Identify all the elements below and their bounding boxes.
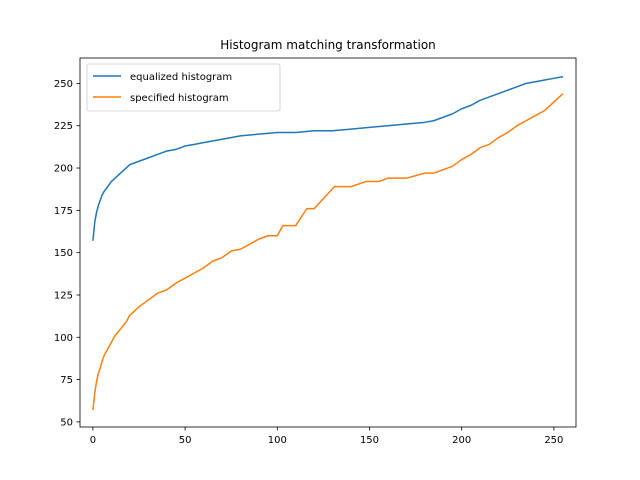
y-tick-label: 100 — [54, 333, 73, 344]
x-tick-label: 50 — [179, 435, 192, 446]
y-tick-label: 200 — [54, 164, 73, 175]
y-tick-label: 175 — [54, 206, 73, 217]
legend: equalized histogram specified histogram — [86, 63, 281, 112]
x-tick-label: 0 — [90, 435, 96, 446]
y-tick-label: 125 — [54, 290, 73, 301]
y-tick-label: 150 — [54, 248, 73, 259]
series-line-2 — [92, 92, 564, 411]
legend-box — [86, 63, 281, 112]
chart-title: Histogram matching transformation — [220, 38, 436, 52]
x-tick-label: 150 — [360, 435, 379, 446]
legend-label-1: equalized histogram — [130, 72, 232, 83]
axes-frame — [79, 57, 577, 428]
x-tick-label: 250 — [544, 435, 563, 446]
x-axis: 0 50 100 150 200 250 — [90, 427, 563, 446]
axes-border — [79, 57, 577, 428]
x-tick-label: 100 — [268, 435, 287, 446]
y-tick-label: 75 — [60, 375, 73, 386]
y-tick-label: 50 — [60, 417, 73, 428]
y-tick-label: 250 — [54, 79, 73, 90]
x-tick-label: 200 — [452, 435, 471, 446]
series-line-1 — [92, 75, 564, 241]
y-axis: 50 75 100 125 150 175 200 225 250 — [54, 79, 80, 428]
y-tick-label: 225 — [54, 121, 73, 132]
series-layer — [92, 75, 564, 411]
legend-label-2: specified histogram — [130, 93, 229, 104]
